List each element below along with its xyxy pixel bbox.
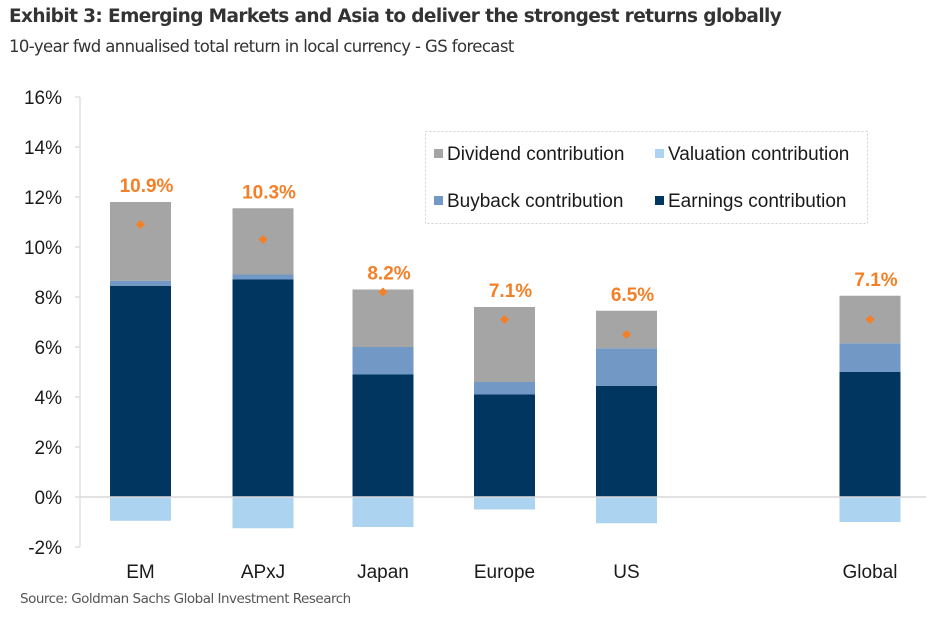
bars xyxy=(110,202,901,529)
y-tick-label: 2% xyxy=(35,438,63,459)
legend-label-buyback: Buyback contribution xyxy=(447,191,623,212)
x-tick-label: US xyxy=(613,562,639,583)
total-label: 8.2% xyxy=(367,264,410,285)
bar-group-em xyxy=(110,202,171,521)
bar-group-japan xyxy=(352,289,414,527)
y-tick-label: 16% xyxy=(24,88,62,109)
total-marker xyxy=(622,330,631,339)
legend-box xyxy=(425,131,868,224)
legend-swatch-earnings xyxy=(655,196,664,205)
total-marker xyxy=(500,315,509,324)
x-axis-labels: EM APxJ Japan Europe US Global xyxy=(126,562,897,583)
bar-segment-earnings xyxy=(352,374,414,497)
legend-label-dividend: Dividend contribution xyxy=(447,144,624,165)
bar-segment-buyback xyxy=(232,274,294,280)
total-marker xyxy=(378,287,388,297)
bar-group-apxj xyxy=(232,208,294,529)
y-tick-label: 10% xyxy=(24,238,62,259)
chart-title: Exhibit 3: Emerging Markets and Asia to … xyxy=(9,6,782,27)
bar-segment-valuation xyxy=(232,497,294,529)
legend-swatch-dividend xyxy=(434,149,443,158)
total-marker xyxy=(136,220,145,229)
bar-segment-buyback xyxy=(839,343,901,372)
bar-segment-buyback xyxy=(352,347,414,375)
bar-segment-valuation xyxy=(596,497,657,524)
bar-segment-earnings xyxy=(596,385,657,497)
y-tick-label: 4% xyxy=(35,388,63,409)
bar-segment-earnings xyxy=(110,285,171,497)
x-tick-label: Europe xyxy=(474,562,535,583)
x-tick-label: APxJ xyxy=(241,562,285,583)
total-label: 10.9% xyxy=(120,176,174,197)
y-tick-label: 0% xyxy=(35,488,63,509)
total-label: 7.1% xyxy=(854,270,897,291)
bar-segment-dividend xyxy=(596,310,657,349)
source-note: Source: Goldman Sachs Global Investment … xyxy=(20,591,351,607)
bar-segment-buyback xyxy=(596,348,657,386)
total-label: 6.5% xyxy=(611,285,654,306)
y-tick-label: 8% xyxy=(35,288,63,309)
bar-group-global xyxy=(839,295,901,522)
legend-swatch-buyback xyxy=(434,196,443,205)
y-axis: -2% 0% 2% 4% 6% 8% 10% 12% 14% 16% xyxy=(24,88,81,559)
total-marker xyxy=(865,315,875,324)
bar-segment-earnings xyxy=(474,394,535,497)
bar-segment-dividend xyxy=(110,202,171,281)
legend-label-earnings: Earnings contribution xyxy=(668,191,847,212)
total-label: 7.1% xyxy=(489,281,532,302)
bar-segment-earnings xyxy=(232,279,294,497)
bar-segment-valuation xyxy=(110,497,171,521)
total-markers: 10.9% 10.3% 8.2% 7.1% 6.5% 7.1% xyxy=(120,176,898,339)
bar-segment-earnings xyxy=(839,372,901,497)
bar-segment-valuation xyxy=(474,497,535,510)
total-marker xyxy=(258,235,268,244)
bar-group-us xyxy=(596,310,657,524)
bar-segment-valuation xyxy=(839,497,901,522)
y-tick-label: 12% xyxy=(24,188,62,209)
x-tick-label: EM xyxy=(126,562,155,583)
x-tick-label: Japan xyxy=(357,562,409,583)
legend-swatch-valuation xyxy=(655,149,664,158)
y-tick-label: -2% xyxy=(28,538,62,559)
chart-subtitle: 10-year fwd annualised total return in l… xyxy=(9,37,514,56)
bar-group-europe xyxy=(474,307,535,510)
bar-segment-buyback xyxy=(110,280,171,286)
x-tick-label: Global xyxy=(843,562,898,583)
bar-segment-dividend xyxy=(352,289,414,347)
legend: Dividend contribution Valuation contribut… xyxy=(425,131,868,224)
y-tick-label: 6% xyxy=(35,338,63,359)
bar-segment-buyback xyxy=(474,382,535,395)
bar-segment-valuation xyxy=(352,497,414,527)
legend-label-valuation: Valuation contribution xyxy=(668,144,849,165)
total-label: 10.3% xyxy=(242,182,296,203)
y-tick-label: 14% xyxy=(24,138,62,159)
